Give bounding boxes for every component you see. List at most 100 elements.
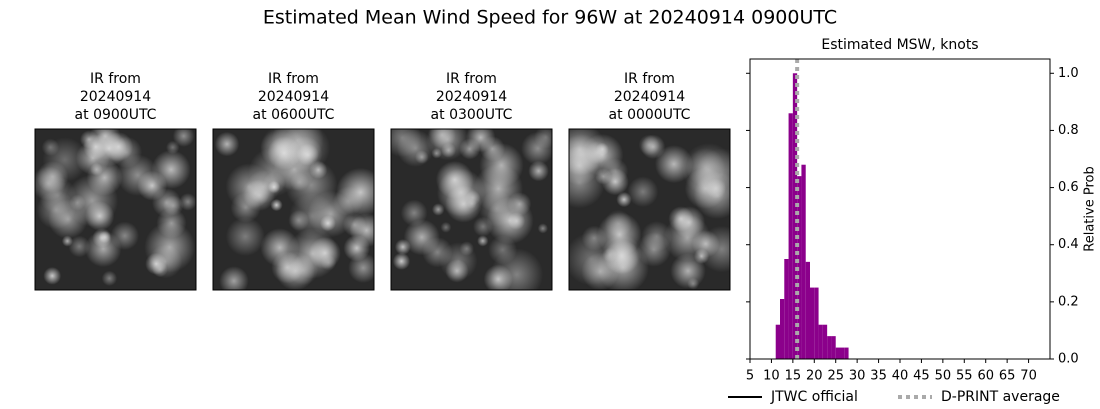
cloud (90, 163, 103, 176)
x-tick-label: 20 (806, 369, 823, 384)
x-tick-label: 10 (763, 369, 780, 384)
cloud (534, 129, 552, 149)
cloud (686, 148, 726, 187)
cloud (490, 248, 544, 290)
y-tick-label: 0.6 (1058, 180, 1079, 195)
cloud (400, 199, 428, 227)
panel-title: 20240914 (80, 89, 151, 105)
cloud (693, 248, 710, 264)
panel-title: IR from (90, 71, 141, 87)
panel-title: at 0900UTC (75, 107, 157, 123)
panel-frame (212, 128, 375, 291)
bar (840, 347, 845, 359)
cloud (61, 235, 73, 247)
cloud (638, 134, 660, 156)
y-axis-label: Relative Prob (1083, 166, 1098, 251)
cloud (528, 160, 549, 182)
cloud (604, 209, 633, 238)
x-tick-label: 30 (849, 369, 866, 384)
cloud (537, 223, 548, 234)
x-tick-label: 60 (977, 369, 994, 384)
cloud (436, 168, 486, 217)
panel-frame (34, 128, 197, 291)
x-tick-label: 55 (956, 369, 973, 384)
panel-title: 20240914 (436, 89, 507, 105)
cloud (585, 141, 609, 165)
cloud (85, 201, 115, 231)
cloud (415, 150, 429, 164)
cloud (439, 242, 478, 281)
bar (801, 164, 806, 359)
panel-frame (390, 128, 553, 291)
ir-image (568, 128, 731, 291)
cloud (43, 266, 62, 285)
cloud (459, 138, 481, 160)
bar (775, 324, 780, 359)
x-tick-label: 50 (935, 369, 952, 384)
cloud (38, 176, 77, 215)
bar (831, 336, 836, 359)
histogram: Estimated MSW, knots 5 10 15 20 25 30 35 40 45 50 5… (728, 37, 1098, 405)
panel-title: at 0000UTC (609, 107, 691, 123)
cloud (343, 234, 371, 262)
cloud (219, 266, 249, 290)
bar (805, 261, 810, 359)
cloud (426, 129, 469, 161)
y-tick-label: 0.4 (1058, 237, 1079, 252)
panel-title: at 0600UTC (253, 107, 335, 123)
bar (797, 176, 802, 359)
cloud (479, 136, 506, 162)
ir-image (212, 128, 375, 291)
legend-label: JTWC official (770, 389, 858, 405)
cloud (267, 180, 281, 194)
bar (788, 113, 793, 360)
panel-frame (568, 128, 731, 291)
cloud (477, 235, 489, 247)
y-tick-label: 1.0 (1058, 66, 1079, 81)
cloud (89, 129, 121, 152)
bar (827, 336, 832, 359)
cloud (79, 130, 99, 149)
ir-content (35, 129, 196, 290)
panel-title: IR from (446, 71, 497, 87)
cloud (230, 192, 261, 223)
ir-image (34, 128, 197, 291)
x-tick-label: 45 (913, 369, 930, 384)
panel-title: IR from (624, 71, 675, 87)
y-tick-label: 0.2 (1058, 294, 1079, 309)
cloud (507, 212, 526, 230)
panel-title: 20240914 (258, 89, 329, 105)
cloud (627, 176, 659, 208)
bar (814, 287, 819, 359)
ir-content (391, 129, 552, 290)
cloud (148, 244, 183, 279)
x-tick-label: 15 (785, 369, 802, 384)
ir-content (569, 129, 730, 290)
cloud (248, 147, 298, 197)
x-tick-label: 35 (870, 369, 887, 384)
cloud (391, 129, 422, 158)
y-tick-label: 0.8 (1058, 123, 1079, 138)
cloud (172, 129, 195, 147)
cloud (654, 145, 693, 184)
bar (810, 287, 815, 359)
cloud (569, 232, 618, 286)
x-tick-label: 40 (892, 369, 909, 384)
cloud (116, 154, 159, 196)
cloud (225, 217, 265, 257)
figure-title: Estimated Mean Wind Speed for 96W at 202… (263, 7, 837, 29)
cloud (333, 186, 364, 217)
bar (780, 299, 785, 359)
chart-title: Estimated MSW, knots (821, 37, 978, 53)
ir-image (390, 128, 553, 291)
ir-content (213, 129, 374, 290)
cloud (92, 228, 112, 248)
panel-title: IR from (268, 71, 319, 87)
panel-title: at 0300UTC (431, 107, 513, 123)
cloud (616, 191, 632, 208)
panels: IR from 20240914 at 0900UTC IR from 20240914… (34, 71, 731, 291)
cloud (636, 232, 671, 267)
bar (784, 259, 789, 359)
cloud (440, 221, 452, 233)
